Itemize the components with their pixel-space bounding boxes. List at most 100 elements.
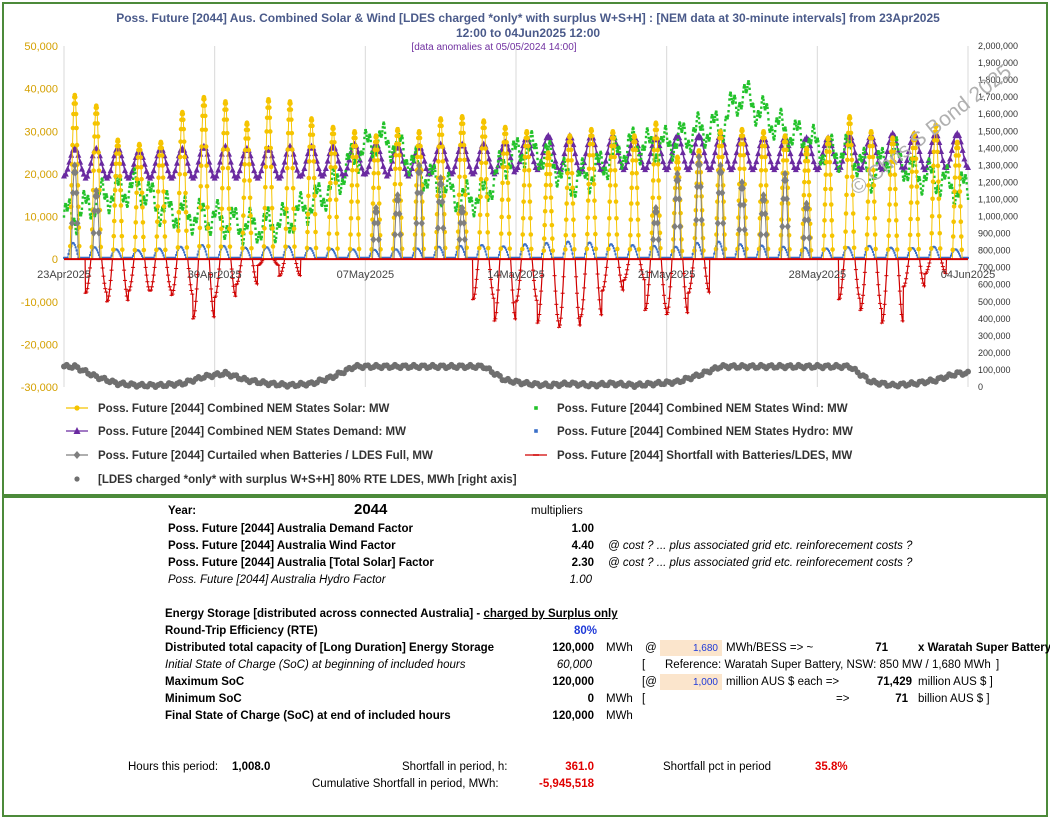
solar-marker (348, 232, 353, 237)
wind-marker (786, 144, 789, 147)
demand-marker (530, 158, 537, 165)
wind-marker (779, 107, 783, 111)
demand-marker (789, 158, 796, 165)
wind-marker (214, 213, 217, 216)
wind-marker (325, 204, 328, 207)
demand-marker (496, 154, 503, 161)
hydro-marker (176, 251, 178, 254)
solar-marker (892, 159, 897, 165)
hydro-marker (776, 256, 779, 259)
wind-marker (453, 201, 456, 204)
wind-marker (800, 143, 803, 146)
solar-marker (844, 174, 850, 180)
solar-marker (312, 211, 318, 217)
hydro-marker (720, 245, 723, 248)
wind-marker (449, 185, 452, 189)
hydro-marker (590, 243, 593, 246)
solar-marker (546, 151, 552, 157)
wind-marker (671, 158, 675, 161)
wind-marker (425, 184, 428, 187)
wind-marker (811, 130, 814, 133)
wind-marker (387, 139, 390, 143)
demand-marker (751, 163, 758, 170)
curtailed-marker (696, 160, 703, 169)
solar-marker (522, 167, 527, 173)
wind-marker (843, 137, 847, 140)
solar-marker (657, 230, 663, 236)
wind-marker (938, 194, 942, 198)
wind-marker (370, 150, 373, 154)
solar-marker (199, 144, 204, 149)
wind-marker (595, 152, 598, 156)
curtailed-marker (397, 230, 404, 239)
solar-marker (270, 226, 275, 231)
solar-marker (395, 128, 401, 134)
wind-marker (704, 144, 707, 147)
hydro-marker (290, 251, 293, 254)
wind-marker (298, 199, 301, 203)
solar-marker (571, 217, 576, 222)
solar-marker (912, 137, 918, 143)
solar-marker (671, 237, 676, 242)
hydro-marker (270, 254, 273, 257)
wind-marker (765, 103, 769, 107)
wind-marker (380, 133, 384, 137)
hydro-marker (353, 249, 356, 252)
wind-marker (144, 202, 148, 205)
wind-marker (639, 157, 643, 161)
wind-marker (188, 213, 191, 217)
solar-marker (305, 211, 311, 217)
solar-marker (633, 147, 639, 153)
wind-marker (761, 95, 765, 99)
curtailed-marker (414, 188, 421, 197)
solar-marker (716, 154, 721, 160)
solar-marker (541, 248, 547, 253)
solar-marker (869, 130, 874, 136)
solar-marker (888, 172, 893, 178)
demand-marker (364, 168, 371, 175)
wind-marker (767, 118, 770, 121)
hydro-marker (915, 254, 918, 257)
wind-marker (202, 202, 205, 206)
solar-marker (356, 246, 362, 252)
wind-marker (67, 200, 71, 203)
wind-marker (832, 149, 835, 152)
solar-marker (227, 244, 233, 249)
wind-marker (376, 145, 380, 148)
solar-marker (761, 130, 767, 136)
wind-marker (849, 147, 853, 150)
solar-marker (501, 151, 506, 156)
wind-marker (348, 151, 352, 154)
solar-marker (737, 166, 743, 172)
curtailed-marker (374, 218, 381, 227)
wind-marker (863, 147, 866, 151)
solar-marker (477, 212, 483, 218)
demand-marker (193, 166, 200, 173)
wind-marker (112, 199, 115, 202)
hydro-marker (519, 253, 522, 256)
wind-marker (224, 234, 227, 237)
solar-marker (719, 135, 724, 141)
wind-marker (118, 177, 121, 181)
solar-marker (160, 163, 165, 168)
wind-marker (759, 114, 762, 118)
wind-marker (612, 148, 615, 151)
hydro-marker (690, 256, 693, 259)
wind-marker (159, 218, 163, 221)
solar-marker (462, 157, 467, 163)
solar-marker (306, 193, 311, 199)
wind-marker (793, 122, 796, 126)
wind-marker (254, 233, 258, 236)
solar-marker (802, 179, 807, 185)
hydro-marker (369, 252, 372, 255)
hydro-marker (949, 254, 952, 257)
solar-marker (592, 198, 597, 203)
solar-marker (528, 246, 534, 252)
wind-marker (380, 135, 383, 138)
solar-marker (886, 233, 891, 239)
solar-marker (283, 226, 289, 232)
right-axis-tick-label: 1,300,000 (978, 160, 1018, 170)
solar-marker (132, 234, 138, 240)
demand-marker (450, 168, 457, 175)
wind-marker (487, 194, 491, 197)
